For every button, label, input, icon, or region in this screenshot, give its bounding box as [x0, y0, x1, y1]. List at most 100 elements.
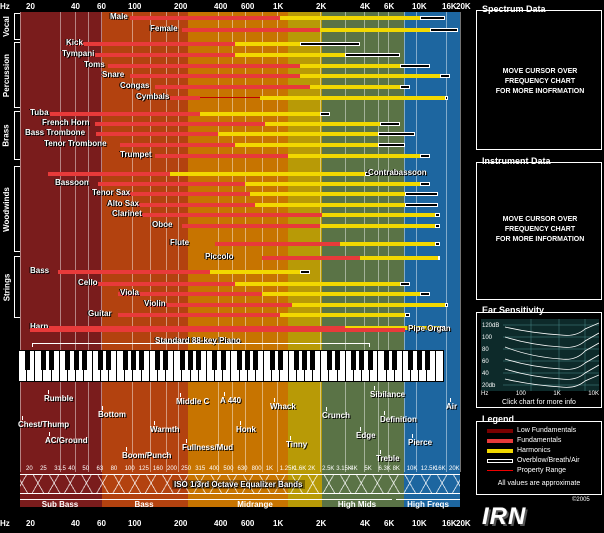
harmonic-bar-congas[interactable] [310, 85, 400, 89]
piano-black-key[interactable] [367, 351, 373, 370]
instrument-label-flute[interactable]: Flute [170, 238, 190, 247]
piano-black-key[interactable] [392, 351, 398, 370]
overblow-bar-oboe[interactable] [435, 224, 440, 228]
fundamental-bar-clarinet[interactable] [142, 213, 322, 217]
overblow-bar-trumpet[interactable] [420, 154, 430, 158]
descriptor-tinny[interactable]: Tinny [286, 440, 308, 449]
descriptor-ac-ground[interactable]: AC/Ground [45, 436, 88, 445]
overblow-bar-snare[interactable] [440, 74, 450, 78]
harmonic-bar-contrabassoon[interactable] [170, 172, 365, 176]
descriptor-crunch[interactable]: Crunch [322, 411, 350, 420]
overblow-bar-kick[interactable] [300, 42, 360, 46]
ear-sensitivity-panel[interactable]: 120dB 100 80 60 40 20db Hz 100 1K 10K Click… [476, 312, 602, 408]
piano-black-key[interactable] [302, 351, 308, 370]
instrument-label-piccolo[interactable]: Piccolo [205, 252, 234, 261]
harmonic-bar-flute[interactable] [340, 242, 435, 246]
overblow-bar-tenor-trombone[interactable] [378, 143, 405, 147]
overblow-bar-guitar[interactable] [405, 313, 410, 317]
fundamental-bar-cello[interactable] [90, 282, 235, 286]
overblow-bar-viola[interactable] [420, 292, 430, 296]
descriptor-rumble[interactable]: Rumble [44, 394, 74, 403]
instrument-label-cello[interactable]: Cello [78, 278, 98, 287]
overblow-bar-bassoon[interactable] [420, 182, 430, 186]
overblow-bar-piccolo[interactable] [438, 256, 440, 260]
instrument-label-trumpet[interactable]: Trumpet [120, 150, 152, 159]
piano-black-key[interactable] [81, 351, 87, 370]
frequency-chart[interactable]: Hz 20 40 60 100 200 400 600 1K 2K 4K 6K 10K 16K 20K Hz… [0, 0, 472, 533]
ear-sensitivity-chart[interactable]: 120dB 100 80 60 40 20db [481, 319, 599, 391]
fundamental-bar-bass[interactable] [58, 270, 210, 274]
instrument-label-clarinet[interactable]: Clarinet [112, 209, 142, 218]
piano-black-key[interactable] [253, 351, 259, 370]
harmonic-bar-toms[interactable] [300, 64, 400, 68]
piano-white-key[interactable] [255, 351, 265, 381]
piano-black-key[interactable] [294, 351, 300, 370]
piano-black-key[interactable] [130, 351, 136, 370]
piano-black-key[interactable] [196, 351, 202, 370]
harmonic-bar-cello[interactable] [235, 282, 400, 286]
instrument-label-cymbals[interactable]: Cymbals [136, 92, 170, 101]
piano-black-key[interactable] [106, 351, 112, 370]
descriptor-honk[interactable]: Honk [236, 425, 256, 434]
descriptor-fullness-mud[interactable]: Fullness/Mud [182, 443, 234, 452]
fundamental-bar-contrabassoon[interactable] [48, 172, 170, 176]
descriptor-bottom[interactable]: Bottom [98, 410, 126, 419]
instrument-label-tenor-trombone[interactable]: Tenor Trombone [44, 139, 107, 148]
harmonic-bar-bassoon[interactable] [245, 182, 420, 186]
instrument-label-bass-trombone[interactable]: Bass Trombone [25, 128, 86, 137]
descriptor-whack[interactable]: Whack [270, 402, 296, 411]
piano-black-key[interactable] [236, 351, 242, 370]
fundamental-bar-alto-sax[interactable] [137, 203, 255, 207]
instrument-label-tympani[interactable]: Tympani [62, 49, 95, 58]
fundamental-bar-violin[interactable] [148, 303, 292, 307]
harmonic-bar-violin[interactable] [292, 303, 445, 307]
fundamental-bar-tenor-trombone[interactable] [120, 143, 235, 147]
overblow-bar-cello[interactable] [400, 282, 410, 286]
piano-black-key[interactable] [212, 351, 218, 370]
piano-black-key[interactable] [98, 351, 104, 370]
piano-white-key[interactable] [141, 351, 150, 381]
overblow-bar-violin[interactable] [445, 303, 448, 307]
fundamental-bar-snare[interactable] [130, 74, 300, 78]
piano-black-key[interactable] [359, 351, 365, 370]
fundamental-bar-guitar[interactable] [118, 313, 280, 317]
fundamental-bar-congas[interactable] [155, 85, 310, 89]
piano-black-key[interactable] [326, 351, 332, 370]
descriptor-pierce[interactable]: Pierce [408, 438, 433, 447]
piano-white-key[interactable] [166, 351, 175, 381]
piano-black-key[interactable] [138, 351, 144, 370]
instrument-label-alto-sax[interactable]: Alto Sax [107, 199, 140, 208]
harmonic-bar-cymbals[interactable] [260, 96, 445, 100]
piano-black-key[interactable] [310, 351, 316, 370]
overblow-bar-alto-sax[interactable] [405, 203, 438, 207]
piano-black-key[interactable] [179, 351, 185, 370]
piano-black-key[interactable] [187, 351, 193, 370]
instrument-label-viola[interactable]: Viola [120, 288, 139, 297]
overblow-bar-french-horn[interactable] [380, 122, 400, 126]
harmonic-bar-tenor-sax[interactable] [250, 192, 405, 196]
instrument-label-kick[interactable]: Kick [66, 38, 83, 47]
overblow-bar-bass-trombone[interactable] [378, 132, 415, 136]
piano-black-key[interactable] [155, 351, 161, 370]
piano-black-key[interactable] [49, 351, 54, 370]
instrument-label-violin[interactable]: Violin [144, 299, 166, 308]
harmonic-bar-clarinet[interactable] [322, 213, 435, 217]
descriptor-a-440[interactable]: A 440 [220, 396, 242, 405]
piano-white-key[interactable] [313, 351, 322, 381]
piano-black-key[interactable] [220, 351, 226, 370]
harmonic-bar-tuba[interactable] [200, 112, 320, 116]
piano-white-key[interactable] [435, 351, 444, 381]
descriptor-middle-c[interactable]: Middle C [176, 397, 210, 406]
harmonic-bar-alto-sax[interactable] [255, 203, 405, 207]
piano-white-key[interactable] [84, 351, 93, 381]
fundamental-bar-bass-trombone[interactable] [96, 132, 218, 136]
fundamental-bar-piccolo[interactable] [262, 256, 360, 260]
instrument-label-tuba[interactable]: Tuba [30, 108, 49, 117]
piano-black-key[interactable] [163, 351, 169, 370]
piano-black-key[interactable] [245, 351, 251, 370]
overblow-bar-tenor-sax[interactable] [405, 192, 438, 196]
overblow-bar-bass[interactable] [300, 270, 310, 274]
fundamental-bar-pipe-organ[interactable] [30, 328, 405, 332]
harmonic-bar-snare[interactable] [300, 74, 440, 78]
piano-keyboard[interactable] [18, 350, 444, 382]
